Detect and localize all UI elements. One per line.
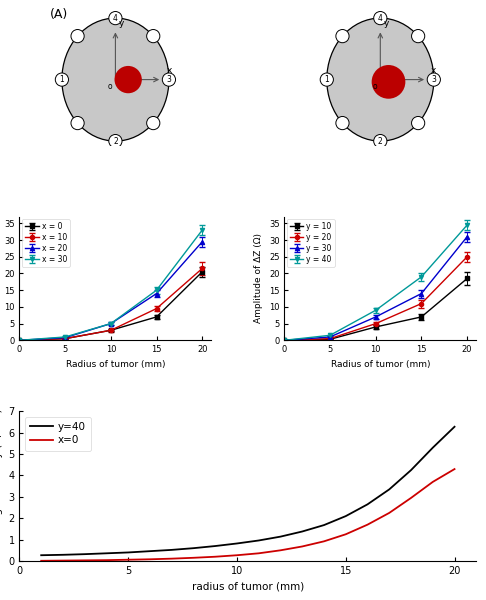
y=40 bbox=[147, 548, 153, 555]
Circle shape bbox=[374, 134, 387, 148]
Circle shape bbox=[55, 73, 69, 86]
X-axis label: Radius of tumor (mm): Radius of tumor (mm) bbox=[330, 360, 430, 369]
Circle shape bbox=[336, 116, 349, 130]
Circle shape bbox=[412, 116, 425, 130]
y=40 bbox=[191, 545, 196, 552]
y=40 bbox=[169, 546, 174, 553]
Line: x=0: x=0 bbox=[41, 469, 454, 561]
X-axis label: Radius of tumor (mm): Radius of tumor (mm) bbox=[66, 360, 165, 369]
y=40 bbox=[386, 486, 392, 493]
y=40 bbox=[82, 551, 87, 558]
Legend: x = 0, x = 10, x = 20, x = 30: x = 0, x = 10, x = 20, x = 30 bbox=[22, 219, 70, 267]
Circle shape bbox=[336, 29, 349, 43]
Text: 3: 3 bbox=[432, 75, 436, 84]
X-axis label: radius of tumor (mm): radius of tumor (mm) bbox=[192, 581, 304, 592]
x=0 bbox=[60, 557, 66, 564]
x=0 bbox=[299, 543, 305, 550]
y=40 bbox=[125, 549, 131, 556]
Circle shape bbox=[162, 73, 175, 86]
Text: 2: 2 bbox=[113, 137, 118, 146]
x=0 bbox=[321, 538, 327, 545]
Circle shape bbox=[147, 29, 160, 43]
y=40 bbox=[60, 551, 66, 559]
Text: 1: 1 bbox=[325, 75, 329, 84]
Line: y=40: y=40 bbox=[41, 427, 454, 555]
Circle shape bbox=[71, 116, 84, 130]
Circle shape bbox=[427, 73, 440, 86]
Ellipse shape bbox=[115, 66, 142, 93]
Text: y: y bbox=[119, 19, 124, 28]
Circle shape bbox=[320, 73, 333, 86]
Text: o: o bbox=[107, 82, 112, 91]
y=40 bbox=[408, 467, 414, 474]
Circle shape bbox=[374, 11, 387, 25]
x=0 bbox=[191, 554, 196, 562]
y=40 bbox=[430, 444, 435, 451]
x=0 bbox=[125, 556, 131, 563]
Y-axis label: Monitoring sensitivity (Ω/mm): Monitoring sensitivity (Ω/mm) bbox=[0, 409, 3, 564]
x=0 bbox=[169, 555, 174, 562]
x=0 bbox=[343, 530, 348, 538]
x=0 bbox=[147, 556, 153, 563]
x=0 bbox=[234, 551, 240, 559]
Ellipse shape bbox=[62, 18, 169, 141]
x=0 bbox=[386, 509, 392, 517]
x=0 bbox=[451, 466, 457, 473]
Text: 1: 1 bbox=[59, 75, 64, 84]
y=40 bbox=[343, 512, 348, 520]
Text: x: x bbox=[166, 66, 172, 75]
Text: x: x bbox=[431, 66, 436, 75]
Text: 2: 2 bbox=[378, 137, 382, 146]
Text: y: y bbox=[384, 19, 389, 28]
x=0 bbox=[104, 557, 109, 564]
Ellipse shape bbox=[372, 65, 405, 99]
Circle shape bbox=[109, 134, 122, 148]
Text: 4: 4 bbox=[113, 14, 118, 23]
Legend: y = 10, y = 20, y = 30, y = 40: y = 10, y = 20, y = 30, y = 40 bbox=[287, 219, 335, 267]
Ellipse shape bbox=[327, 18, 434, 141]
Text: (A): (A) bbox=[50, 8, 68, 21]
Circle shape bbox=[412, 29, 425, 43]
y=40 bbox=[234, 540, 240, 547]
y=40 bbox=[278, 533, 283, 540]
x=0 bbox=[256, 550, 261, 557]
y=40 bbox=[364, 501, 370, 508]
x=0 bbox=[212, 553, 218, 560]
x=0 bbox=[408, 494, 414, 502]
y=40 bbox=[38, 551, 44, 559]
y=40 bbox=[321, 521, 327, 529]
x=0 bbox=[38, 557, 44, 565]
y=40 bbox=[212, 542, 218, 550]
x=0 bbox=[364, 521, 370, 528]
x=0 bbox=[430, 478, 435, 485]
Y-axis label: Amplitude of ΔZ (Ω): Amplitude of ΔZ (Ω) bbox=[254, 233, 263, 323]
y=40 bbox=[104, 550, 109, 557]
y=40 bbox=[256, 537, 261, 544]
Circle shape bbox=[71, 29, 84, 43]
y=40 bbox=[299, 528, 305, 535]
Circle shape bbox=[109, 11, 122, 25]
Legend: y=40, x=0: y=40, x=0 bbox=[25, 416, 91, 451]
Text: o: o bbox=[372, 82, 377, 91]
Text: 3: 3 bbox=[167, 75, 172, 84]
x=0 bbox=[278, 547, 283, 554]
x=0 bbox=[82, 557, 87, 564]
Circle shape bbox=[147, 116, 160, 130]
Text: 4: 4 bbox=[378, 14, 383, 23]
y=40 bbox=[451, 423, 457, 430]
